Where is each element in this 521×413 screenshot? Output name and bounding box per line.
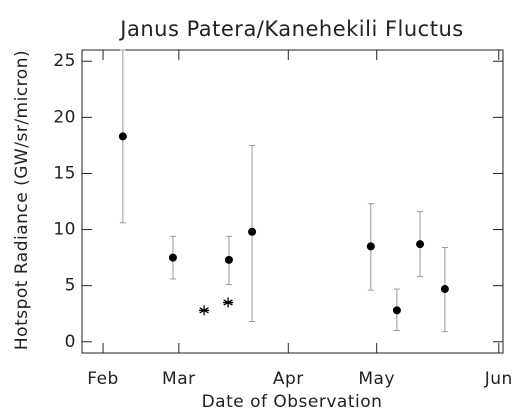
y-tick-label: 25	[53, 51, 76, 71]
y-tick-label: 0	[65, 332, 76, 352]
x-tick-label: May	[358, 369, 395, 389]
y-tick-label: 5	[65, 276, 76, 296]
star-marker	[223, 297, 234, 308]
x-axis-label: Date of Observation	[202, 392, 383, 412]
x-tick-label: Feb	[87, 369, 119, 389]
data-point	[366, 242, 375, 251]
star-marker	[199, 305, 210, 316]
data-point	[118, 132, 127, 141]
data-point	[416, 240, 425, 249]
x-tick-label: Mar	[162, 369, 196, 389]
data-point	[248, 227, 257, 236]
data-point	[224, 255, 233, 264]
x-tick-label: Apr	[273, 369, 304, 389]
x-tick-label: Jun	[484, 369, 513, 389]
plot-frame	[81, 49, 504, 354]
y-tick-label: 15	[53, 163, 76, 183]
y-axis-label: Hotspot Radiance (GW/sr/micron)	[12, 50, 32, 350]
y-tick-label: 10	[53, 220, 76, 240]
data-point	[440, 285, 449, 294]
y-tick-label: 20	[53, 107, 76, 127]
data-point	[168, 253, 177, 262]
chart-title: Janus Patera/Kanehekili Fluctus	[118, 17, 463, 41]
data-point	[392, 306, 401, 315]
